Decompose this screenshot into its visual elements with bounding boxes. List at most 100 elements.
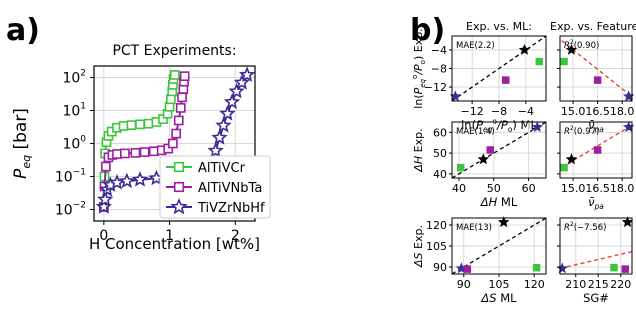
y-axis-label: ln(Peqo/Po) Exp. <box>411 28 427 108</box>
scatter-point <box>532 263 541 272</box>
x-tick-label: 18.0 <box>610 182 635 195</box>
scatter-panel-b3: MAE(1.4) 40 50 60 40 50 60 ΔH ML ΔH Exp. <box>412 121 547 209</box>
legend-marker <box>173 181 185 193</box>
x-tick-label: 50 <box>487 182 501 195</box>
data-point <box>175 103 186 113</box>
legend: AlTiVCr AlTiVNbTa TiVZrNbHf <box>159 155 271 219</box>
x-tick-label: 40 <box>452 182 466 195</box>
y-tick-label: 60 <box>433 126 447 139</box>
y-tick-label: 100 <box>62 135 86 153</box>
panel-annotation: MAE(1.4) <box>456 127 495 137</box>
scatter-point <box>560 163 568 172</box>
panel-annotation: MAE(13) <box>456 223 492 233</box>
x-tick-label: 16.5 <box>585 105 610 118</box>
scatter-panel-b1: Exp. vs. ML:MAE(2.2)−12 −8 −4−4−8−12ln(Peq… <box>411 20 547 134</box>
y-tick-label: −8 <box>431 63 447 76</box>
x-tick-label: 15.0 <box>561 105 586 118</box>
data-point <box>233 74 250 90</box>
data-point <box>207 142 224 158</box>
panel-annotation: MAE(2.2) <box>456 41 495 51</box>
scatter-point <box>477 153 489 165</box>
panel-title: Exp. vs. ML: <box>466 20 532 33</box>
x-axis-label: H Concentration [wt%] <box>89 235 260 253</box>
data-point <box>238 66 256 82</box>
data-point <box>139 147 150 157</box>
identity-line <box>451 35 547 102</box>
panel-a-label: a) <box>6 13 40 48</box>
scatter-point <box>498 216 510 228</box>
scatter-point <box>610 263 618 272</box>
x-tick-label: 0 <box>99 228 108 244</box>
scatter-point <box>623 90 635 102</box>
scatter-point <box>456 163 465 172</box>
chart-title: PCT Experiments: <box>112 43 236 59</box>
data-point <box>135 119 145 130</box>
data-point <box>211 129 228 145</box>
x-axis-label: ΔS ML <box>480 291 517 305</box>
data-point <box>118 121 129 131</box>
data-point <box>126 120 137 131</box>
scatter-point <box>486 146 495 154</box>
data-point <box>118 172 135 189</box>
data-point <box>166 94 176 105</box>
x-axis-label: ΔH ML <box>480 195 518 209</box>
y-tick-label: 50 <box>433 147 447 160</box>
data-point <box>173 115 184 126</box>
y-tick-label: 10−2 <box>55 200 86 218</box>
legend-marker <box>170 197 188 215</box>
data-point <box>120 148 130 159</box>
y-tick-label: −12 <box>424 81 447 94</box>
scatter-panel-b5: MAE(13) 90 105 120 90 105 120 ΔS ML ΔS Exp. <box>412 216 547 305</box>
x-tick-label: 90 <box>457 278 471 291</box>
scatter-point <box>518 43 531 55</box>
panel-annotation: R2(0.90) <box>564 39 599 51</box>
scatter-point <box>565 43 578 55</box>
data-point <box>131 171 149 187</box>
x-tick-label: −12 <box>461 105 484 118</box>
identity-line <box>451 217 547 275</box>
panel-b-label: b) <box>410 13 445 48</box>
panel-frame <box>559 121 633 179</box>
data-point <box>219 105 236 121</box>
fit-line <box>559 250 633 270</box>
legend-entry: TiVZrNbHf <box>197 201 265 216</box>
x-tick-label: −8 <box>491 105 507 118</box>
pct-chart: PCT Experiments: 0 1 2 10−2 10−1 100 101 102 H Co… <box>11 43 271 253</box>
panel-annotation: R2(−7.56) <box>564 221 606 233</box>
panel-title: Exp. vs. Feature: <box>550 20 636 33</box>
y-tick-label: 10−1 <box>55 167 86 185</box>
data-point <box>215 117 232 133</box>
scatter-point <box>560 57 568 66</box>
scatter-point <box>535 57 544 66</box>
panel-annotation: R2(0.97) <box>564 125 599 137</box>
x-tick-label: 18.0 <box>610 105 635 118</box>
data-point <box>171 128 181 139</box>
x-tick-label: 105 <box>489 278 510 291</box>
scatter-panel-b4: R2(0.97) 15.0 16.5 18.0 ν̄pa <box>557 121 634 211</box>
scatter-point <box>621 216 634 228</box>
scatter-panel-b2: Exp. vs. Feature: R2(0.90) 15.0 16.5 18.0 ν̄p… <box>550 20 636 134</box>
data-point <box>179 71 190 82</box>
x-tick-label: 2 <box>231 228 240 244</box>
identity-line <box>451 121 547 179</box>
x-tick-label: 120 <box>524 278 545 291</box>
data-point <box>130 148 141 158</box>
x-tick-label: −4 <box>518 105 534 118</box>
scatter-point <box>556 262 568 274</box>
data-point <box>169 70 180 80</box>
data-point <box>100 161 111 172</box>
y-tick-label: 120 <box>426 219 447 232</box>
data-point <box>177 92 187 103</box>
scatter-point <box>623 121 635 132</box>
scatter-point <box>593 76 602 84</box>
scatter-point <box>449 90 462 102</box>
y-tick-label: 102 <box>62 69 86 87</box>
scatter-point <box>565 153 578 165</box>
y-tick-label: 40 <box>433 168 447 181</box>
x-tick-label: 15.0 <box>561 182 586 195</box>
data-point <box>228 82 245 99</box>
x-tick-label: 16.5 <box>585 182 610 195</box>
x-axis-label: SG# <box>583 291 609 305</box>
scatter-point <box>501 76 510 84</box>
fit-line <box>561 125 631 169</box>
